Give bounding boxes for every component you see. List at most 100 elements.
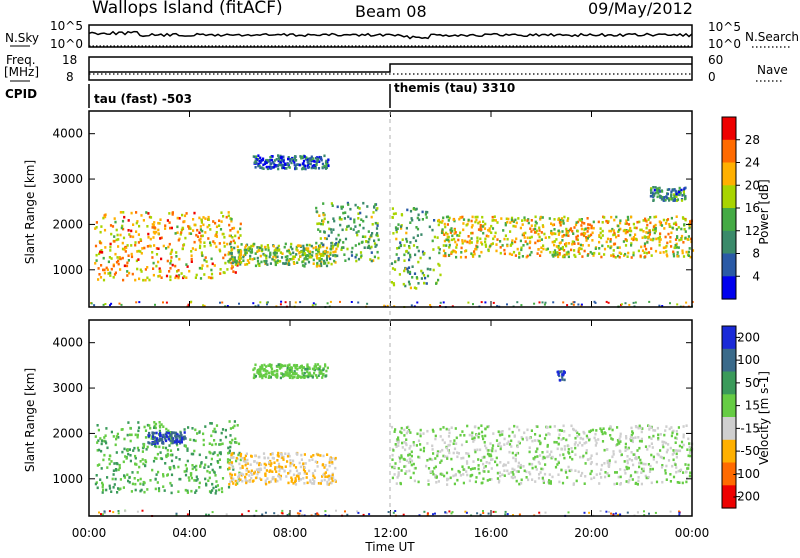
power-echo-cell [206,264,209,268]
power-echo-cell [654,223,657,227]
power-echo-cell [538,239,541,242]
power-echo-cell [157,228,160,232]
power-echo-cell [170,256,173,259]
velocity-echo-cell [277,462,281,466]
power-echo-cell [292,257,295,261]
velocity-echo-cell [282,455,285,459]
power-echo-cell [262,252,265,256]
power-echo-cell [116,256,119,259]
power-echo-cell [286,255,289,258]
power-echo-cell [138,224,141,228]
power-echo-cell [630,229,633,233]
velocity-echo-cell [538,434,541,438]
power-echo-cell [607,245,610,248]
velocity-echo-cell [409,444,412,448]
velocity-echo-cell [126,449,129,453]
power-echo-cell [565,244,568,248]
velocity-echo-cell [408,457,411,461]
power-echo-cell [440,221,443,224]
power-echo-cell [422,274,426,277]
power-echo-cell [304,167,307,171]
velocity-echo-cell [637,426,640,430]
power-echo-cell [455,243,458,247]
power-echo-cell [407,266,411,269]
power-echo-cell [493,215,496,218]
power-echo-cell [318,257,321,260]
power-echo-cell [113,217,116,220]
velocity-echo-cell [432,513,434,516]
power-echo-cell [303,265,306,268]
velocity-echo-cell [536,425,539,428]
power-echo-cell [238,257,241,260]
velocity-echo-cell [528,471,531,474]
velocity-echo-cell [261,513,264,516]
power-echo-cell [396,227,399,230]
velocity-echo-cell [311,472,315,475]
velocity-echo-cell [439,450,442,453]
velocity-echo-cell [134,482,137,486]
velocity-echo-cell [638,461,641,465]
power-echo-cell [567,255,570,259]
power-echo-cell [519,239,522,243]
velocity-echo-cell [473,436,476,440]
velocity-echo-cell [117,487,120,490]
power-echo-cell [475,247,478,251]
power-echo-cell [316,159,319,163]
velocity-echo-cell [153,426,156,429]
velocity-echo-cell [539,441,542,445]
power-echo-cell [329,300,332,303]
power-echo-cell [188,232,191,235]
velocity-echo-cell [395,482,398,485]
velocity-echo-cell [153,424,156,428]
power-echo-cell [649,221,652,225]
power-echo-cell [362,226,365,230]
power-echo-cell [476,241,479,244]
power-echo-cell [212,220,215,223]
power-echo-cell [200,267,203,270]
power-echo-cell [175,255,178,258]
velocity-echo-cell [228,451,231,454]
power-echo-cell [687,235,690,238]
velocity-echo-cell [403,428,406,432]
velocity-echo-cell [626,455,629,458]
power-echo-cell [528,241,532,245]
velocity-echo-cell [513,475,516,479]
power-echo-cell [472,255,475,258]
velocity-echo-cell [516,451,520,455]
power-echo-cell [249,257,252,261]
velocity-echo-cell [331,460,334,464]
power-echo-cell [649,194,652,198]
velocity-echo-cell [548,481,551,485]
power-echo-cell [374,221,377,225]
power-echo-cell [413,286,416,290]
velocity-echo-cell [320,479,323,483]
velocity-echo-cell [494,460,497,464]
power-echo-cell [510,218,513,222]
power-echo-cell [629,226,632,230]
power-echo-cell [229,258,232,261]
power-echo-cell [121,224,124,228]
velocity-echo-cell [319,454,322,457]
velocity-echo-cell [276,454,279,457]
velocity-echo-cell [439,435,442,438]
power-echo-cell [491,219,494,222]
velocity-echo-cell [560,438,563,441]
velocity-echo-cell [482,469,485,473]
power-echo-cell [115,260,119,264]
power-echo-cell [189,232,193,235]
power-echo-cell [257,304,260,307]
power-echo-cell [204,217,207,220]
velocity-echo-cell [280,364,283,367]
power-echo-cell [304,164,307,168]
power-echo-cell [461,241,464,245]
velocity-echo-cell [579,436,582,440]
power-echo-cell [288,251,291,254]
power-echo-cell [625,222,628,225]
power-echo-cell [350,301,353,303]
velocity-echo-cell [599,472,602,476]
velocity-echo-cell [313,365,316,368]
power-echo-cell [627,223,631,226]
power-echo-cell [403,253,406,257]
power-echo-cell [644,217,647,221]
power-echo-cell [219,272,222,275]
